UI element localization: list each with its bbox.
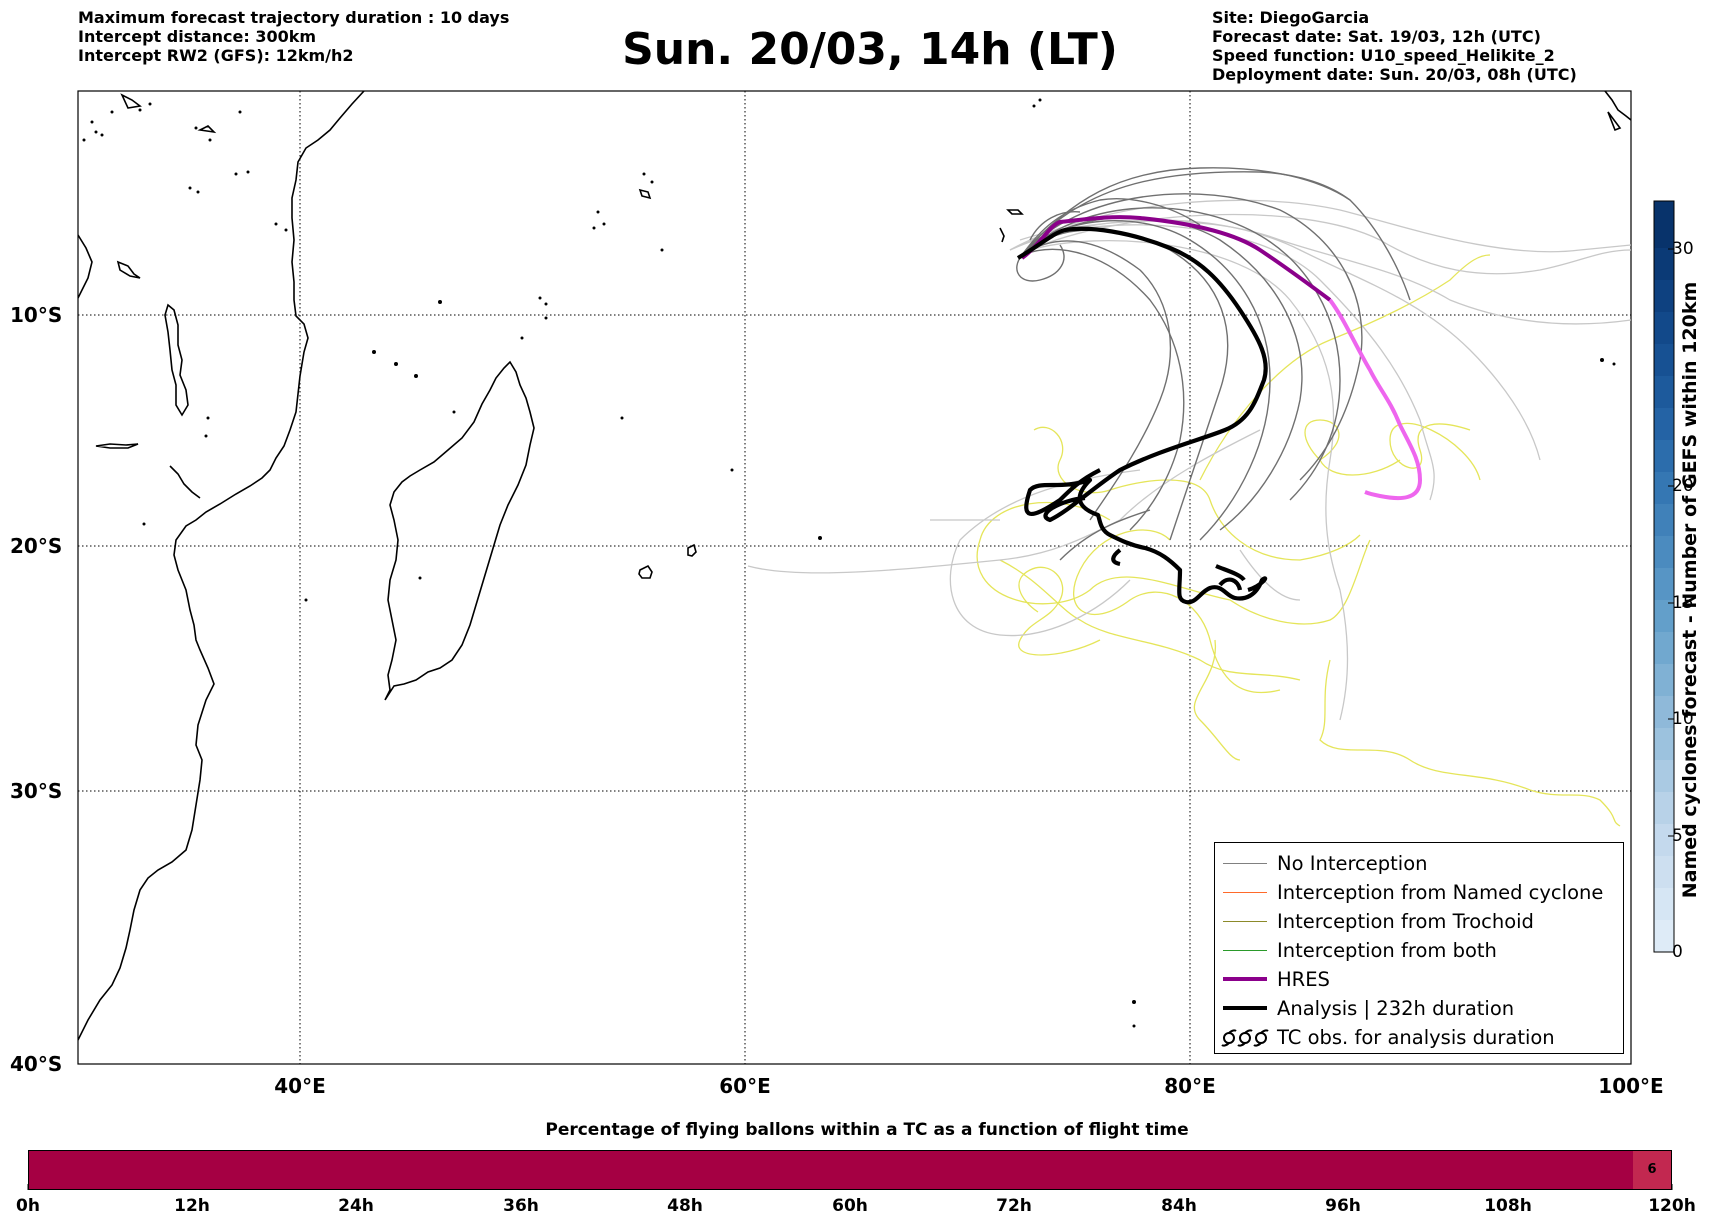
colorbar-tick: 30	[1672, 239, 1694, 259]
legend-swatch	[1223, 1006, 1267, 1010]
intercept-rw2-text: Intercept RW2 (GFS): 12km/h2	[78, 46, 354, 65]
legend-item-no-interception: No Interception	[1215, 849, 1623, 878]
header-left: Maximum forecast trajectory duration : 1…	[78, 8, 509, 65]
speed-function-text: Speed function: U10_speed_Helikite_2	[1212, 46, 1555, 65]
max-duration-text: Maximum forecast trajectory duration : 1…	[78, 8, 510, 27]
colorbar-tick: 5	[1672, 826, 1683, 846]
legend-label: Interception from both	[1277, 939, 1497, 962]
legend-label: Interception from Named cyclone	[1277, 881, 1604, 904]
colorbar-tick: 15	[1672, 593, 1694, 613]
legend-item-trochoid: Interception from Trochoid	[1215, 907, 1623, 936]
time-tick-label: 24h	[338, 1196, 374, 1216]
hres-track	[1020, 215, 1423, 500]
lon-label-80e: 80°E	[1164, 1074, 1216, 1098]
legend-label: TC obs. for analysis duration	[1277, 1026, 1555, 1049]
flight-time-last-cell	[1633, 1151, 1671, 1189]
lat-label-30s: 30°S	[10, 779, 63, 803]
legend-label: No Interception	[1277, 852, 1428, 875]
lat-label-10s: 10°S	[10, 303, 63, 327]
colorbar-tick: 20	[1672, 476, 1694, 496]
flight-time-bar	[28, 1150, 1672, 1190]
colorbar-tick: 10	[1672, 709, 1694, 729]
coastlines	[78, 91, 1631, 1041]
analysis-track	[1016, 226, 1268, 605]
legend-item-tc-obs: TC obs. for analysis duration	[1215, 1023, 1623, 1052]
lat-label-20s: 20°S	[10, 534, 63, 558]
trochoid-tracks	[976, 254, 1621, 827]
colorbar-title: Named cyclones forecast - Number of GEFS…	[1679, 281, 1701, 899]
time-tick-label: 72h	[996, 1196, 1032, 1216]
header-right: Site: DiegoGarcia Forecast date: Sat. 19…	[1212, 8, 1577, 84]
graticule	[78, 91, 1631, 1064]
legend-item-named-cyclone: Interception from Named cyclone	[1215, 878, 1623, 907]
lon-label-40e: 40°E	[274, 1074, 326, 1098]
legend-swatch	[1223, 921, 1267, 922]
time-tick-label: 60h	[832, 1196, 868, 1216]
flight-time-last-cell-value: 6	[1647, 1162, 1657, 1177]
islands	[82, 98, 1616, 1028]
time-tick-label: 0h	[16, 1196, 40, 1216]
legend-item-analysis: Analysis | 232h duration	[1215, 994, 1623, 1023]
time-tick-label: 12h	[174, 1196, 210, 1216]
site-text: Site: DiegoGarcia	[1212, 8, 1370, 27]
legend-item-both: Interception from both	[1215, 936, 1623, 965]
tc-symbol-icon	[1221, 1029, 1269, 1047]
legend-swatch	[1223, 892, 1267, 893]
time-tick-label: 48h	[667, 1196, 703, 1216]
intercept-distance-text: Intercept distance: 300km	[78, 27, 317, 46]
legend: No Interception Interception from Named …	[1214, 842, 1624, 1054]
lon-label-60e: 60°E	[719, 1074, 771, 1098]
legend-label: HRES	[1277, 968, 1330, 991]
time-tick-label: 96h	[1325, 1196, 1361, 1216]
legend-label: Analysis | 232h duration	[1277, 997, 1515, 1020]
colorbar-tick: 0	[1672, 942, 1683, 962]
deployment-date-text: Deployment date: Sun. 20/03, 08h (UTC)	[1212, 65, 1577, 84]
time-tick-label: 36h	[503, 1196, 539, 1216]
legend-swatch	[1223, 977, 1267, 981]
lon-label-100e: 100°E	[1598, 1074, 1664, 1098]
page-title: Sun. 20/03, 14h (LT)	[622, 24, 1118, 75]
time-tick-label: 84h	[1161, 1196, 1197, 1216]
time-tick-label: 120h	[1648, 1196, 1696, 1216]
flight-time-title: Percentage of flying ballons within a TC…	[545, 1120, 1189, 1140]
legend-swatch	[1223, 863, 1267, 864]
time-tick-label: 108h	[1484, 1196, 1532, 1216]
forecast-date-text: Forecast date: Sat. 19/03, 12h (UTC)	[1212, 27, 1541, 46]
cyclone-colorbar	[1653, 200, 1675, 953]
legend-swatch	[1223, 950, 1267, 951]
legend-item-hres: HRES	[1215, 965, 1623, 994]
legend-label: Interception from Trochoid	[1277, 910, 1534, 933]
lat-label-40s: 40°S	[10, 1052, 63, 1076]
